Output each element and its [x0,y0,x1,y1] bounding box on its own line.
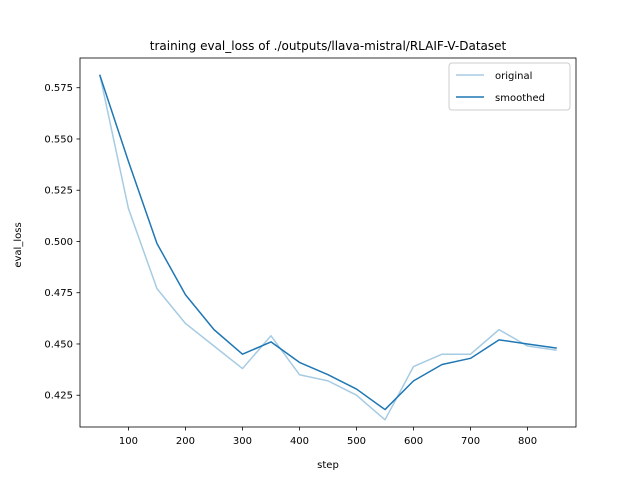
x-tick-label: 200 [176,436,195,447]
y-tick-label: 0.500 [44,237,73,248]
y-tick-label: 0.425 [44,391,73,402]
x-tick-label: 400 [290,436,309,447]
x-tick-label: 800 [518,436,537,447]
y-tick-label: 0.550 [44,134,73,145]
x-tick-label: 300 [233,436,252,447]
x-tick-label: 700 [461,436,480,447]
y-tick-label: 0.525 [44,186,73,197]
x-tick-label: 600 [404,436,423,447]
legend-label-original: original [495,71,532,82]
plot-area: 100 200 300 400 500 600 700 800 0.425 0.450 0.475 0… [44,57,577,447]
x-axis-label: step [317,460,339,471]
y-tick-label: 0.450 [44,339,73,350]
legend-label-smoothed: smoothed [495,93,545,104]
series-line-smoothed [99,74,557,411]
y-tick-label: 0.475 [44,288,73,299]
axes-frame [79,57,577,428]
y-tick-label: 0.575 [44,83,73,94]
x-tick-label: 100 [119,436,138,447]
series-line-original [99,74,557,421]
chart-title: training eval_loss of ./outputs/llava-mi… [150,39,507,53]
legend: original smoothed [448,62,571,111]
y-axis-label: eval_loss [13,222,24,267]
x-tick-label: 500 [347,436,366,447]
